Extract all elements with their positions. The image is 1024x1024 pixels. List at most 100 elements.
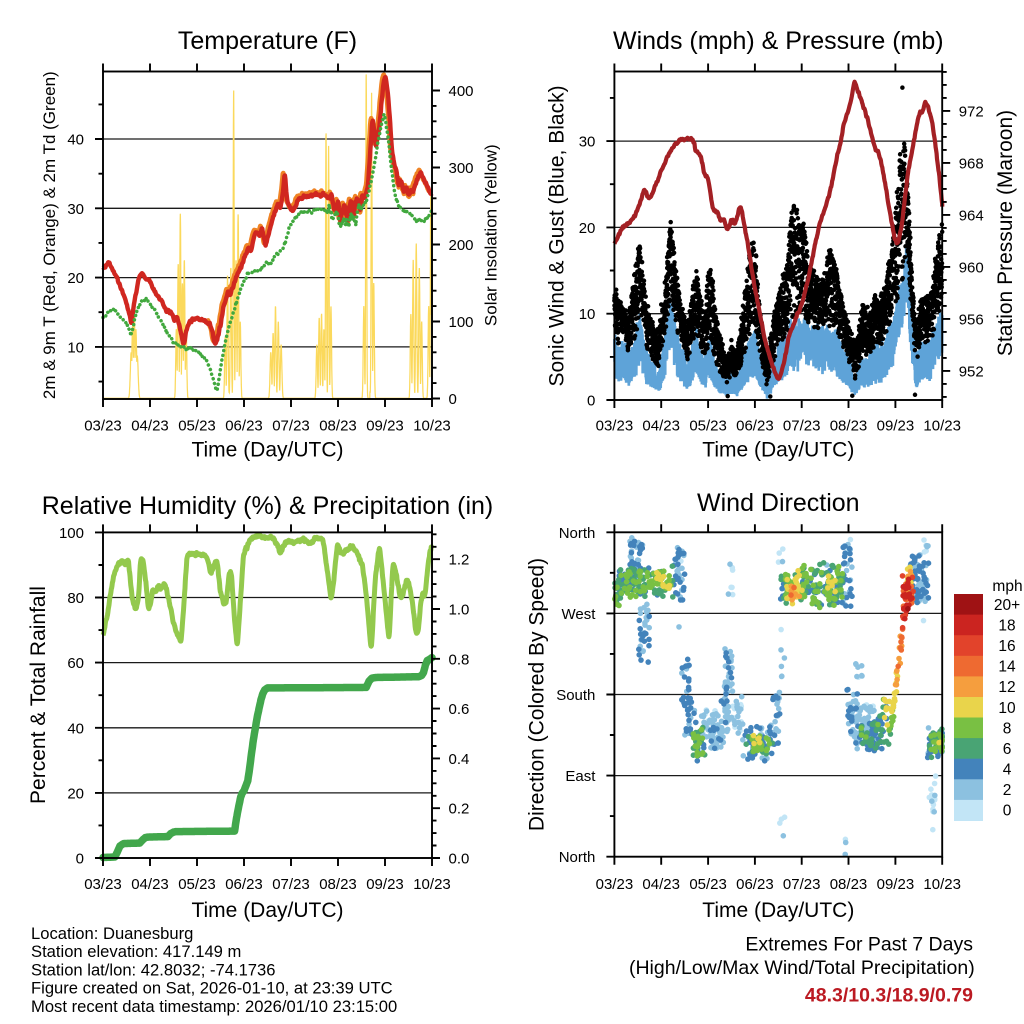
- svg-text:Solar Insolation (Yellow): Solar Insolation (Yellow): [482, 144, 501, 326]
- svg-text:Time (Day/UTC): Time (Day/UTC): [702, 899, 854, 922]
- svg-text:07/23: 07/23: [272, 876, 310, 893]
- svg-text:968: 968: [959, 155, 984, 172]
- svg-text:40: 40: [67, 132, 84, 149]
- svg-text:07/23: 07/23: [783, 418, 821, 435]
- svg-text:40: 40: [67, 720, 84, 737]
- svg-text:Figure created on Sat, 2026-01: Figure created on Sat, 2026-01-10, at 23…: [31, 979, 393, 998]
- svg-text:05/23: 05/23: [178, 418, 216, 435]
- svg-text:Time (Day/UTC): Time (Day/UTC): [191, 899, 343, 922]
- svg-text:16: 16: [998, 638, 1015, 655]
- svg-text:08/23: 08/23: [319, 418, 357, 435]
- svg-text:Station lat/lon: 42.8032; -74.: Station lat/lon: 42.8032; -74.1736: [31, 960, 275, 979]
- svg-text:1.2: 1.2: [449, 552, 470, 569]
- svg-text:03/23: 03/23: [84, 876, 122, 893]
- svg-text:Extremes For Past 7 Days: Extremes For Past 7 Days: [745, 934, 973, 956]
- svg-text:0: 0: [76, 851, 84, 868]
- svg-text:10: 10: [579, 306, 596, 323]
- svg-text:2: 2: [1003, 782, 1012, 799]
- svg-text:05/23: 05/23: [689, 876, 727, 893]
- svg-text:Winds (mph) & Pressure (mb): Winds (mph) & Pressure (mb): [613, 27, 944, 55]
- svg-text:04/23: 04/23: [131, 418, 169, 435]
- svg-text:100: 100: [449, 314, 474, 331]
- svg-text:07/23: 07/23: [783, 876, 821, 893]
- svg-text:972: 972: [959, 103, 984, 120]
- svg-text:South: South: [556, 687, 595, 704]
- svg-text:20: 20: [67, 785, 84, 802]
- svg-text:964: 964: [959, 207, 984, 224]
- svg-text:200: 200: [449, 237, 474, 254]
- svg-text:04/23: 04/23: [642, 876, 680, 893]
- svg-text:Relative Humidity (%) & Precip: Relative Humidity (%) & Precipitation (i…: [42, 492, 494, 520]
- svg-text:08/23: 08/23: [319, 876, 357, 893]
- svg-text:North: North: [559, 525, 596, 542]
- svg-text:Sonic Wind & Gust (Blue, Black: Sonic Wind & Gust (Blue, Black): [546, 85, 569, 386]
- svg-text:0.0: 0.0: [449, 851, 470, 868]
- svg-text:0.6: 0.6: [449, 701, 470, 718]
- svg-text:Time (Day/UTC): Time (Day/UTC): [191, 439, 343, 462]
- svg-text:960: 960: [959, 259, 984, 276]
- svg-text:100: 100: [59, 525, 84, 542]
- svg-text:18: 18: [998, 617, 1015, 634]
- svg-text:30: 30: [67, 201, 84, 218]
- svg-text:09/23: 09/23: [366, 876, 404, 893]
- svg-text:8: 8: [1003, 720, 1012, 737]
- svg-text:0: 0: [449, 391, 457, 408]
- svg-text:03/23: 03/23: [84, 418, 122, 435]
- svg-text:05/23: 05/23: [178, 876, 216, 893]
- svg-text:6: 6: [1003, 741, 1012, 758]
- svg-text:03/23: 03/23: [596, 418, 634, 435]
- svg-text:400: 400: [449, 83, 474, 100]
- svg-text:1.0: 1.0: [449, 602, 470, 619]
- svg-text:Wind Direction: Wind Direction: [697, 489, 860, 517]
- svg-text:08/23: 08/23: [830, 876, 868, 893]
- svg-text:09/23: 09/23: [877, 418, 915, 435]
- svg-text:Percent & Total Rainfall: Percent & Total Rainfall: [27, 586, 50, 804]
- svg-text:956: 956: [959, 311, 984, 328]
- svg-text:10/23: 10/23: [923, 876, 961, 893]
- svg-text:0: 0: [587, 393, 595, 410]
- svg-text:20+: 20+: [994, 597, 1020, 614]
- svg-text:09/23: 09/23: [366, 418, 404, 435]
- svg-text:10: 10: [67, 339, 84, 356]
- svg-text:14: 14: [998, 659, 1016, 676]
- svg-text:06/23: 06/23: [736, 876, 774, 893]
- svg-text:East: East: [565, 768, 596, 785]
- svg-text:North: North: [559, 849, 596, 866]
- svg-text:48.3/10.3/18.9/0.79: 48.3/10.3/18.9/0.79: [805, 985, 973, 1007]
- svg-text:Direction (Colored By Speed): Direction (Colored By Speed): [526, 558, 549, 831]
- svg-text:Time (Day/UTC): Time (Day/UTC): [702, 439, 854, 462]
- svg-text:04/23: 04/23: [131, 876, 169, 893]
- svg-text:20: 20: [67, 270, 84, 287]
- svg-text:4: 4: [1003, 762, 1012, 779]
- svg-text:2m & 9m T (Red, Orange) & 2m T: 2m & 9m T (Red, Orange) & 2m Td (Green): [40, 71, 59, 399]
- svg-text:30: 30: [579, 134, 596, 151]
- svg-text:952: 952: [959, 363, 984, 380]
- svg-text:Location: Duanesburg: Location: Duanesburg: [31, 924, 193, 943]
- svg-text:0.8: 0.8: [449, 651, 470, 668]
- svg-text:09/23: 09/23: [877, 876, 915, 893]
- svg-text:0.2: 0.2: [449, 801, 470, 818]
- svg-text:Station Pressure (Maroon): Station Pressure (Maroon): [994, 110, 1017, 356]
- svg-text:06/23: 06/23: [225, 418, 263, 435]
- svg-text:300: 300: [449, 160, 474, 177]
- svg-text:04/23: 04/23: [642, 418, 680, 435]
- svg-text:Station elevation: 417.149 m: Station elevation: 417.149 m: [31, 942, 241, 961]
- svg-text:(High/Low/Max Wind/Total Preci: (High/Low/Max Wind/Total Precipitation): [629, 957, 975, 979]
- svg-text:20: 20: [579, 220, 596, 237]
- svg-text:08/23: 08/23: [830, 418, 868, 435]
- svg-text:05/23: 05/23: [689, 418, 727, 435]
- svg-text:10/23: 10/23: [413, 418, 451, 435]
- svg-text:60: 60: [67, 655, 84, 672]
- svg-text:West: West: [561, 606, 596, 623]
- svg-text:10/23: 10/23: [923, 418, 961, 435]
- svg-text:07/23: 07/23: [272, 418, 310, 435]
- svg-text:0.4: 0.4: [449, 751, 470, 768]
- svg-text:Temperature (F): Temperature (F): [178, 27, 357, 55]
- svg-text:10: 10: [998, 700, 1016, 717]
- svg-text:06/23: 06/23: [736, 418, 774, 435]
- svg-text:06/23: 06/23: [225, 876, 263, 893]
- svg-text:mph: mph: [992, 578, 1022, 595]
- svg-text:12: 12: [998, 679, 1015, 696]
- svg-text:03/23: 03/23: [596, 876, 634, 893]
- svg-text:10/23: 10/23: [413, 876, 451, 893]
